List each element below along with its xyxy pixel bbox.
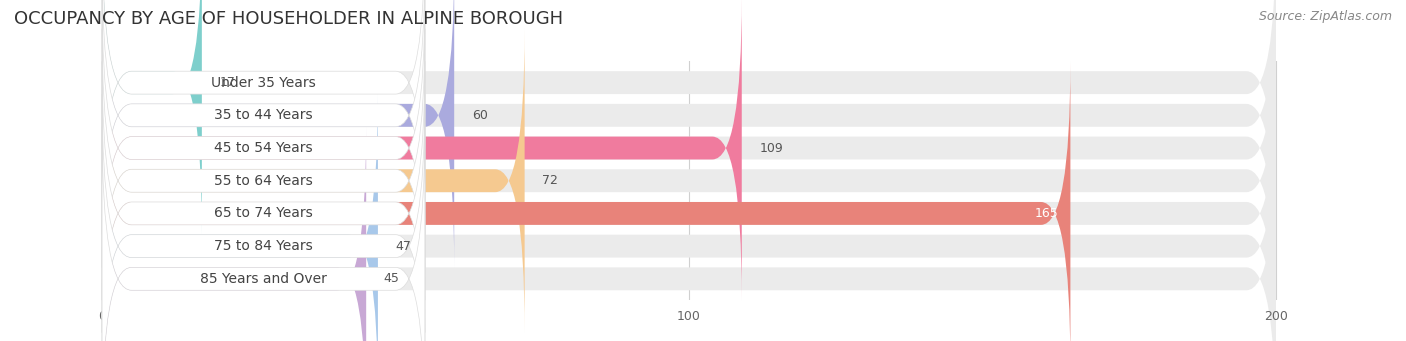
- Text: 72: 72: [543, 174, 558, 187]
- FancyBboxPatch shape: [103, 0, 1275, 300]
- Text: Source: ZipAtlas.com: Source: ZipAtlas.com: [1258, 10, 1392, 23]
- FancyBboxPatch shape: [103, 61, 1070, 341]
- Text: 75 to 84 Years: 75 to 84 Years: [214, 239, 314, 253]
- Text: 47: 47: [395, 240, 412, 253]
- FancyBboxPatch shape: [103, 0, 202, 235]
- FancyBboxPatch shape: [103, 0, 425, 300]
- FancyBboxPatch shape: [103, 29, 425, 333]
- Text: 17: 17: [219, 76, 235, 89]
- Text: 60: 60: [472, 109, 488, 122]
- Text: 85 Years and Over: 85 Years and Over: [200, 272, 328, 286]
- FancyBboxPatch shape: [103, 127, 425, 341]
- FancyBboxPatch shape: [103, 94, 378, 341]
- Text: OCCUPANCY BY AGE OF HOUSEHOLDER IN ALPINE BOROUGH: OCCUPANCY BY AGE OF HOUSEHOLDER IN ALPIN…: [14, 10, 564, 28]
- FancyBboxPatch shape: [103, 127, 1275, 341]
- FancyBboxPatch shape: [103, 0, 1275, 267]
- FancyBboxPatch shape: [103, 94, 1275, 341]
- FancyBboxPatch shape: [103, 29, 1275, 333]
- FancyBboxPatch shape: [103, 94, 425, 341]
- Text: 109: 109: [759, 142, 783, 154]
- FancyBboxPatch shape: [103, 127, 366, 341]
- FancyBboxPatch shape: [103, 0, 742, 300]
- Text: 165: 165: [1035, 207, 1059, 220]
- Text: 65 to 74 Years: 65 to 74 Years: [214, 206, 314, 220]
- Text: 45 to 54 Years: 45 to 54 Years: [214, 141, 312, 155]
- Text: 55 to 64 Years: 55 to 64 Years: [214, 174, 314, 188]
- Text: 35 to 44 Years: 35 to 44 Years: [214, 108, 312, 122]
- Text: Under 35 Years: Under 35 Years: [211, 76, 316, 90]
- FancyBboxPatch shape: [103, 0, 1275, 235]
- FancyBboxPatch shape: [103, 0, 425, 235]
- FancyBboxPatch shape: [103, 61, 1275, 341]
- FancyBboxPatch shape: [103, 0, 454, 267]
- FancyBboxPatch shape: [103, 0, 425, 267]
- FancyBboxPatch shape: [103, 29, 524, 333]
- FancyBboxPatch shape: [103, 61, 425, 341]
- Text: 45: 45: [384, 272, 399, 285]
